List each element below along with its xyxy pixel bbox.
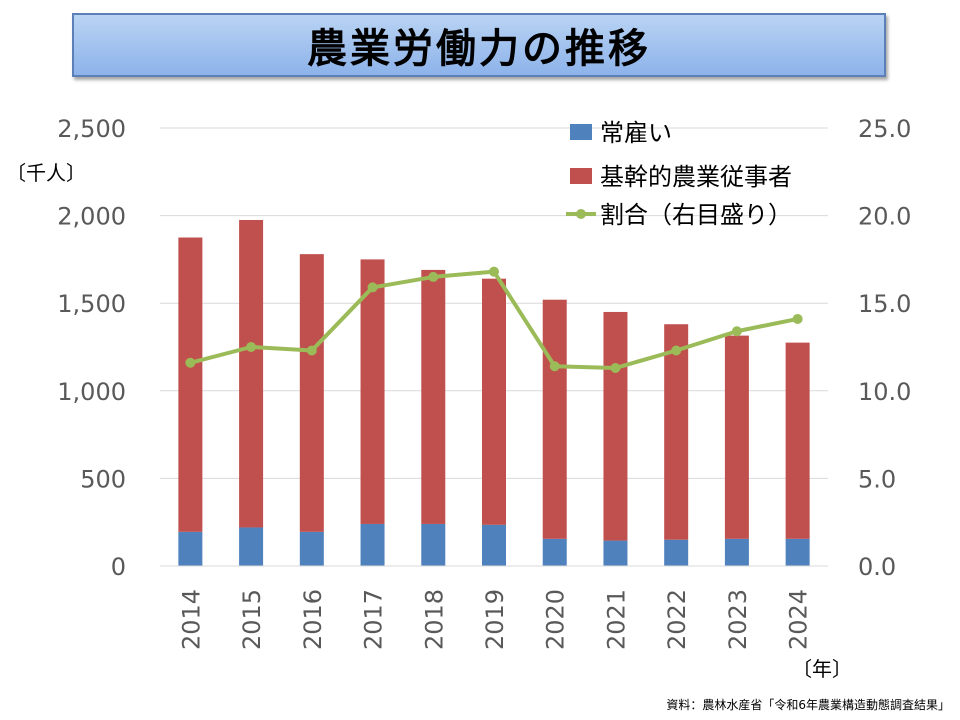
y-right-tick-label: 0.0 xyxy=(858,553,896,581)
x-tick-label: 2019 xyxy=(481,589,509,650)
bar-regular-employees xyxy=(421,523,446,566)
x-tick-label: 2017 xyxy=(360,589,388,650)
x-tick-label: 2022 xyxy=(663,589,691,650)
legend-swatch xyxy=(576,209,586,219)
ratio-point xyxy=(610,363,621,374)
ratio-point xyxy=(792,313,803,324)
bar-core-farmers xyxy=(603,311,628,541)
legend-label: 常雇い xyxy=(600,119,672,147)
y-left-tick-label: 0 xyxy=(111,553,126,581)
bar-core-farmers xyxy=(178,237,203,532)
x-tick-label: 2014 xyxy=(177,589,205,650)
ratio-point xyxy=(549,361,560,372)
ratio-point xyxy=(367,282,378,293)
bar-regular-employees xyxy=(299,531,324,566)
x-tick-label: 2016 xyxy=(299,589,327,650)
y-left-tick-label: 1,500 xyxy=(57,290,126,318)
x-tick-label: 2015 xyxy=(238,589,266,650)
y-left-tick-label: 2,500 xyxy=(57,115,126,143)
bar-regular-employees xyxy=(664,539,689,566)
y-left-tick-label: 500 xyxy=(80,465,126,493)
x-tick-label: 2020 xyxy=(542,589,570,650)
y-right-tick-label: 10.0 xyxy=(858,378,911,406)
ratio-point xyxy=(246,342,257,352)
bar-core-farmers xyxy=(542,299,567,539)
x-tick-label: 2024 xyxy=(785,589,813,650)
x-tick-label: 2021 xyxy=(602,589,630,650)
ratio-point xyxy=(306,345,317,356)
y-right-tick-label: 5.0 xyxy=(858,465,896,493)
ratio-point xyxy=(185,357,196,368)
bar-core-farmers xyxy=(360,259,385,524)
bar-regular-employees xyxy=(724,538,749,566)
y-right-tick-label: 25.0 xyxy=(858,115,911,143)
x-tick-label: 2018 xyxy=(420,589,448,650)
y-right-tick-label: 15.0 xyxy=(858,290,911,318)
bar-core-farmers xyxy=(421,269,446,524)
bar-core-farmers xyxy=(482,278,506,525)
bar-regular-employees xyxy=(178,531,203,566)
y-right-tick-label: 20.0 xyxy=(858,203,911,231)
page-title: 農業労働力の推移 xyxy=(307,26,651,72)
bar-regular-employees xyxy=(542,538,567,566)
x-axis-unit: 〔年〕 xyxy=(792,657,852,681)
source-note: 資料：農林水産省「令和6年農業構造動態調査結果」 xyxy=(666,698,950,712)
bar-regular-employees xyxy=(239,527,264,566)
ratio-point xyxy=(671,345,682,356)
ratio-point xyxy=(489,266,499,277)
y-left-unit: 〔千人〕 xyxy=(6,161,86,185)
bar-regular-employees xyxy=(360,523,385,566)
y-left-tick-label: 1,000 xyxy=(57,378,126,406)
legend-label: 割合（右目盛り） xyxy=(600,201,792,229)
ratio-point xyxy=(731,326,742,337)
bar-regular-employees xyxy=(603,540,628,566)
legend-label: 基幹的農業従事者 xyxy=(600,163,792,191)
x-tick-label: 2023 xyxy=(724,589,752,650)
legend-swatch xyxy=(570,168,592,184)
bar-core-farmers xyxy=(664,324,689,540)
y-left-tick-label: 2,000 xyxy=(57,203,126,231)
ratio-point xyxy=(428,271,439,282)
bar-core-farmers xyxy=(299,254,324,532)
legend-swatch xyxy=(570,124,592,140)
bar-core-farmers xyxy=(785,342,810,539)
bar-regular-employees xyxy=(482,524,506,566)
title-banner: 農業労働力の推移 xyxy=(72,13,886,77)
bar-regular-employees xyxy=(785,538,810,566)
bar-core-farmers xyxy=(724,335,749,539)
bar-core-farmers xyxy=(239,219,264,528)
